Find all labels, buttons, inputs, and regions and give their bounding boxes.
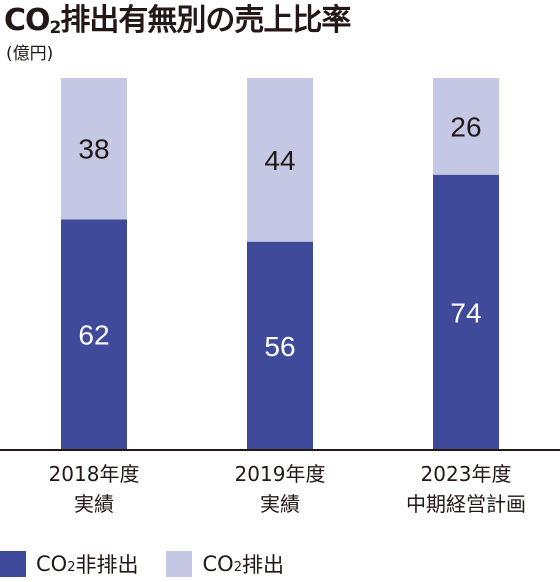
bar-segment-non-emission-0 xyxy=(61,219,127,450)
data-label: 74 xyxy=(450,297,481,328)
data-label: 62 xyxy=(78,320,109,351)
bar-segment-non-emission-1 xyxy=(247,241,313,450)
data-label: 26 xyxy=(450,111,481,142)
data-label: 44 xyxy=(264,145,295,176)
legend-swatch-emission xyxy=(166,551,193,577)
x-tick-label: 2019年度 xyxy=(235,462,326,486)
legend: CO 2 非排出 CO 2 排出 xyxy=(0,548,312,580)
legend-item-emission: CO 2 排出 xyxy=(166,549,284,579)
x-tick-label: 2023年度 xyxy=(421,462,512,486)
x-tick-label: 実績 xyxy=(74,492,114,516)
data-label: 56 xyxy=(264,331,295,362)
bar-segment-emission-0 xyxy=(61,78,127,220)
x-tick-label: 中期経営計画 xyxy=(406,492,526,516)
bar-segment-emission-2 xyxy=(433,78,499,175)
bar-segment-non-emission-2 xyxy=(433,174,499,450)
bar-segment-emission-1 xyxy=(247,78,313,242)
x-tick-label: 2018年度 xyxy=(49,462,140,486)
chart-title: CO2排出有無別の売上比率 xyxy=(4,3,351,38)
legend-swatch-non-emission xyxy=(0,551,26,577)
unit-label: (億円) xyxy=(6,44,54,64)
legend-item-non-emission: CO 2 非排出 xyxy=(0,549,138,579)
x-tick-label: 実績 xyxy=(260,492,300,516)
data-label: 38 xyxy=(78,134,109,165)
